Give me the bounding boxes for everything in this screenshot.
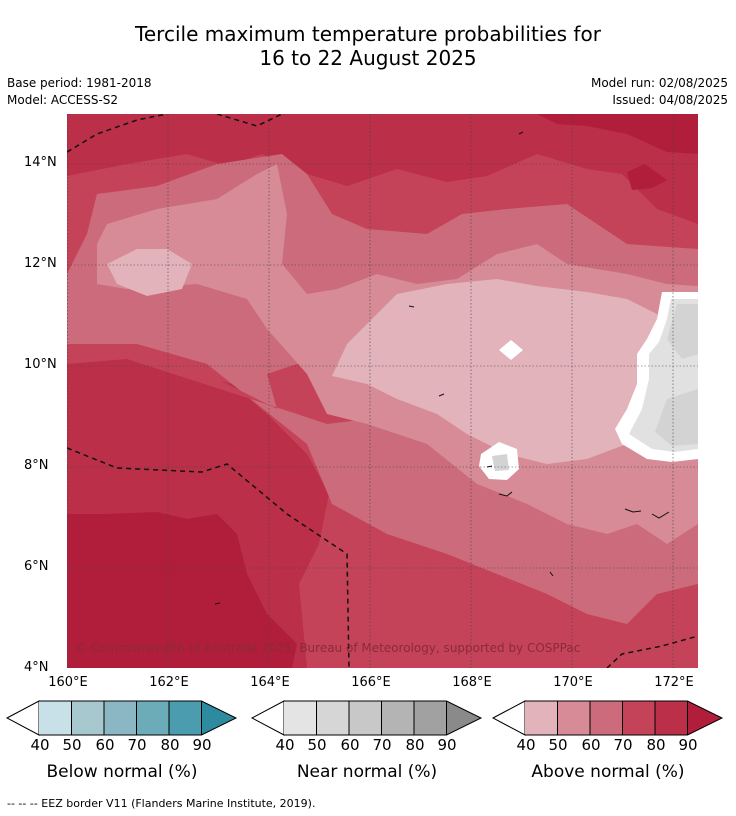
below-tick-90: 90 bbox=[192, 736, 212, 754]
near-normal-spot-b bbox=[499, 340, 523, 360]
colorbar-above-seg-80 bbox=[655, 701, 688, 735]
lon-label-172e: 172°E bbox=[654, 675, 694, 690]
above-normal-title: Above normal (%) bbox=[531, 762, 685, 782]
colorbar-below-seg-50 bbox=[71, 701, 104, 735]
lat-label-8n: 8°N bbox=[24, 458, 49, 473]
below-tick-50: 50 bbox=[62, 736, 82, 754]
lon-label-168e: 168°E bbox=[452, 675, 492, 690]
probability-map bbox=[67, 114, 698, 668]
lat-label-10n: 10°N bbox=[24, 357, 57, 372]
near-normal-title: Near normal (%) bbox=[296, 762, 438, 782]
colorbar-above-high-arrow bbox=[687, 701, 722, 735]
above-tick-80: 80 bbox=[646, 736, 666, 754]
below-tick-80: 80 bbox=[160, 736, 180, 754]
above-90-region-bottom-left bbox=[67, 512, 297, 668]
chart-title-line1: Tercile maximum temperature probabilitie… bbox=[135, 22, 601, 46]
colorbar-below-low-arrow bbox=[6, 700, 40, 736]
above-tick-60: 60 bbox=[581, 736, 601, 754]
model-run-text: Model run: 02/08/2025 bbox=[590, 76, 728, 90]
below-tick-70: 70 bbox=[127, 736, 147, 754]
above-90-spot-top-right bbox=[627, 164, 667, 190]
graticule bbox=[67, 114, 698, 668]
copyright-watermark: © Commonwealth of Australia 2025, Bureau… bbox=[75, 641, 581, 655]
below-normal-title: Below normal (%) bbox=[46, 762, 198, 782]
above-tick-40: 40 bbox=[516, 736, 536, 754]
colorbar-above-seg-70 bbox=[622, 701, 655, 735]
colorbar-below bbox=[6, 700, 238, 736]
near-tick-80: 80 bbox=[405, 736, 425, 754]
below-tick-40: 40 bbox=[30, 736, 50, 754]
colorbar-below-seg-80 bbox=[169, 701, 202, 735]
lat-label-4n: 4°N bbox=[24, 660, 49, 675]
colorbar-near bbox=[251, 700, 483, 736]
near-tick-50: 50 bbox=[307, 736, 327, 754]
colorbar-near-seg-80 bbox=[414, 701, 447, 735]
above-40-region-top-left bbox=[107, 249, 192, 296]
colorbar-below-high-arrow bbox=[201, 701, 236, 735]
above-90-region-top-right bbox=[537, 114, 698, 154]
colorbar-above bbox=[492, 700, 724, 736]
colorbar-near-seg-70 bbox=[381, 701, 414, 735]
colorbar-near-seg-50 bbox=[316, 701, 349, 735]
near-normal-50-region-lower bbox=[655, 389, 698, 446]
model-text: Model: ACCESS-S2 bbox=[7, 93, 119, 107]
above-40-region-center bbox=[332, 279, 667, 464]
above-80-region-top bbox=[67, 114, 698, 224]
near-normal-50-region bbox=[667, 304, 698, 359]
colorbar-below-seg-70 bbox=[136, 701, 169, 735]
lat-label-14n: 14°N bbox=[24, 155, 57, 170]
near-normal-spot-a-inner bbox=[492, 454, 509, 471]
colorbar-below-seg-40 bbox=[39, 701, 72, 735]
above-tick-90: 90 bbox=[678, 736, 698, 754]
lon-label-166e: 166°E bbox=[351, 675, 391, 690]
above-tick-70: 70 bbox=[613, 736, 633, 754]
near-tick-60: 60 bbox=[340, 736, 360, 754]
lon-label-170e: 170°E bbox=[553, 675, 593, 690]
near-tick-70: 70 bbox=[372, 736, 392, 754]
colorbar-near-high-arrow bbox=[446, 701, 481, 735]
base-period-text: Base period: 1981-2018 bbox=[7, 76, 152, 90]
issued-text: Issued: 04/08/2025 bbox=[612, 93, 728, 107]
near-tick-90: 90 bbox=[437, 736, 457, 754]
above-tick-50: 50 bbox=[548, 736, 568, 754]
colorbar-below-seg-60 bbox=[104, 701, 137, 735]
lon-label-162e: 162°E bbox=[149, 675, 189, 690]
probability-map-svg bbox=[67, 114, 698, 668]
near-tick-40: 40 bbox=[275, 736, 295, 754]
lon-label-164e: 164°E bbox=[250, 675, 290, 690]
colorbar-near-seg-40 bbox=[284, 701, 317, 735]
colorbar-near-low-arrow bbox=[251, 700, 285, 736]
lat-label-12n: 12°N bbox=[24, 256, 57, 271]
eez-borders bbox=[67, 114, 698, 668]
eez-border-footnote: -- -- -- EEZ border V11 (Flanders Marine… bbox=[7, 797, 316, 810]
colorbar-above-seg-60 bbox=[590, 701, 623, 735]
colorbar-above-low-arrow bbox=[492, 700, 526, 736]
colorbar-above-seg-40 bbox=[525, 701, 558, 735]
chart-title-line2: 16 to 22 August 2025 bbox=[259, 46, 477, 70]
below-tick-60: 60 bbox=[95, 736, 115, 754]
colorbar-above-seg-50 bbox=[557, 701, 590, 735]
lat-label-6n: 6°N bbox=[24, 559, 49, 574]
island-outlines bbox=[214, 131, 670, 605]
colorbar-near-seg-60 bbox=[349, 701, 382, 735]
lon-label-160e: 160°E bbox=[48, 675, 88, 690]
